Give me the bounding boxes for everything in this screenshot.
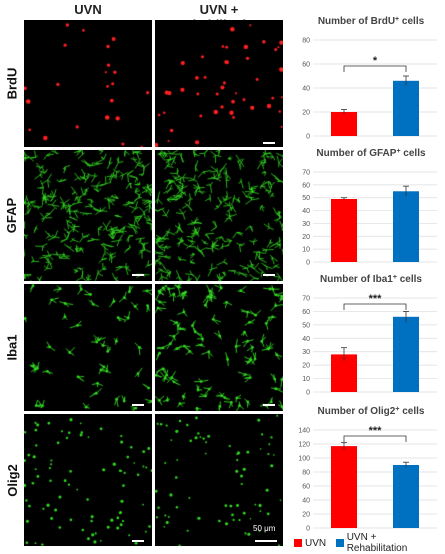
y-tick-label: 100 [298,456,310,463]
y-tick-label: 20 [302,512,310,519]
significance-bracket [343,303,407,310]
micrograph-brdu-rehab [155,20,283,147]
row-label-olig2: Olig2 [4,463,20,497]
legend-swatch-red [294,539,302,547]
y-tick-label: 60 [302,62,310,69]
legend-swatch-blue [336,539,344,547]
micrograph-olig2-rehab: 50 μm [155,414,283,546]
y-tick-label: 0 [306,260,310,267]
y-tick-label: 20 [302,363,310,370]
y-tick-label: 70 [302,170,310,177]
bar [331,112,357,136]
y-tick-label: 140 [298,428,310,435]
y-tick-label: 80 [302,38,310,45]
chart-title: Number of Iba1+ cells [320,274,422,285]
y-tick-label: 40 [302,86,310,93]
legend-item-rehab: UVN + Rehabilitation [336,532,435,554]
y-tick-label: 10 [302,376,310,383]
bar [331,199,357,262]
chart-title: Number of Olig2+ cells [318,406,425,417]
y-tick-label: 80 [302,470,310,477]
chart-iba1: Number of Iba1+ cells 0 10 20 30 40 50 60 70 *** [302,274,437,397]
y-tick-label: 40 [302,208,310,215]
y-tick-label: 40 [302,336,310,343]
y-tick-label: 60 [302,309,310,316]
y-tick-label: 40 [302,498,310,505]
significance-bracket [343,435,407,442]
bar [393,465,419,528]
bar [393,316,419,392]
column-header-uvn: UVN [74,2,102,17]
chart-gfap: Number of GFAP+ cells 0 10 20 30 40 50 60 70 [302,148,437,267]
micrograph-gfap-rehab [155,150,283,281]
chart-olig2: Number of Olig2+ cells 0 20 40 60 80 100 120 140… [298,406,437,533]
y-tick-label: 20 [302,110,310,117]
significance-label: * [373,55,378,67]
y-tick-label: 30 [302,221,310,228]
y-tick-label: 70 [302,296,310,303]
y-tick-label: 60 [302,182,310,189]
bar [393,80,419,136]
y-tick-label: 50 [302,195,310,202]
scale-bar [255,540,277,542]
micrograph-olig2-uvn [24,414,152,546]
legend-item-uvn: UVN [294,538,326,549]
y-tick-label: 30 [302,349,310,356]
scale-bar [263,404,275,406]
y-tick-label: 0 [306,526,310,533]
y-tick-label: 0 [306,134,310,141]
chart-brdu: Number of BrdU+ cells 0 20 40 60 80 * [302,16,437,141]
y-tick-label: 0 [306,390,310,397]
y-tick-label: 50 [302,322,310,329]
y-tick-label: 120 [298,442,310,449]
scale-bar [132,540,144,542]
legend-label: UVN [305,537,327,549]
bar [393,191,419,262]
y-tick-label: 10 [302,247,310,254]
y-tick-label: 20 [302,234,310,241]
bar [331,446,357,528]
chart-title: Number of GFAP+ cells [316,148,426,159]
scale-bar [132,274,144,276]
micrograph-brdu-uvn [24,20,152,147]
y-tick-label: 60 [302,484,310,491]
chart-legend: UVN UVN + Rehabilitation [294,532,445,554]
row-label-iba1: Iba1 [4,334,20,361]
scale-label: 50 μm [253,524,276,533]
micrograph-iba1-rehab [155,284,283,411]
micrograph-gfap-uvn [24,150,152,281]
row-label-brdu: BrdU [4,67,20,100]
scale-bar [132,404,144,406]
row-label-gfap: GFAP [4,197,20,234]
micrograph-iba1-uvn [24,284,152,411]
significance-label: *** [369,293,383,305]
significance-bracket [343,65,407,72]
chart-title: Number of BrdU+ cells [318,16,425,27]
significance-label: *** [369,425,383,437]
legend-label: UVN + Rehabilitation [346,532,408,554]
scale-bar [263,274,275,276]
scale-bar [263,142,275,144]
